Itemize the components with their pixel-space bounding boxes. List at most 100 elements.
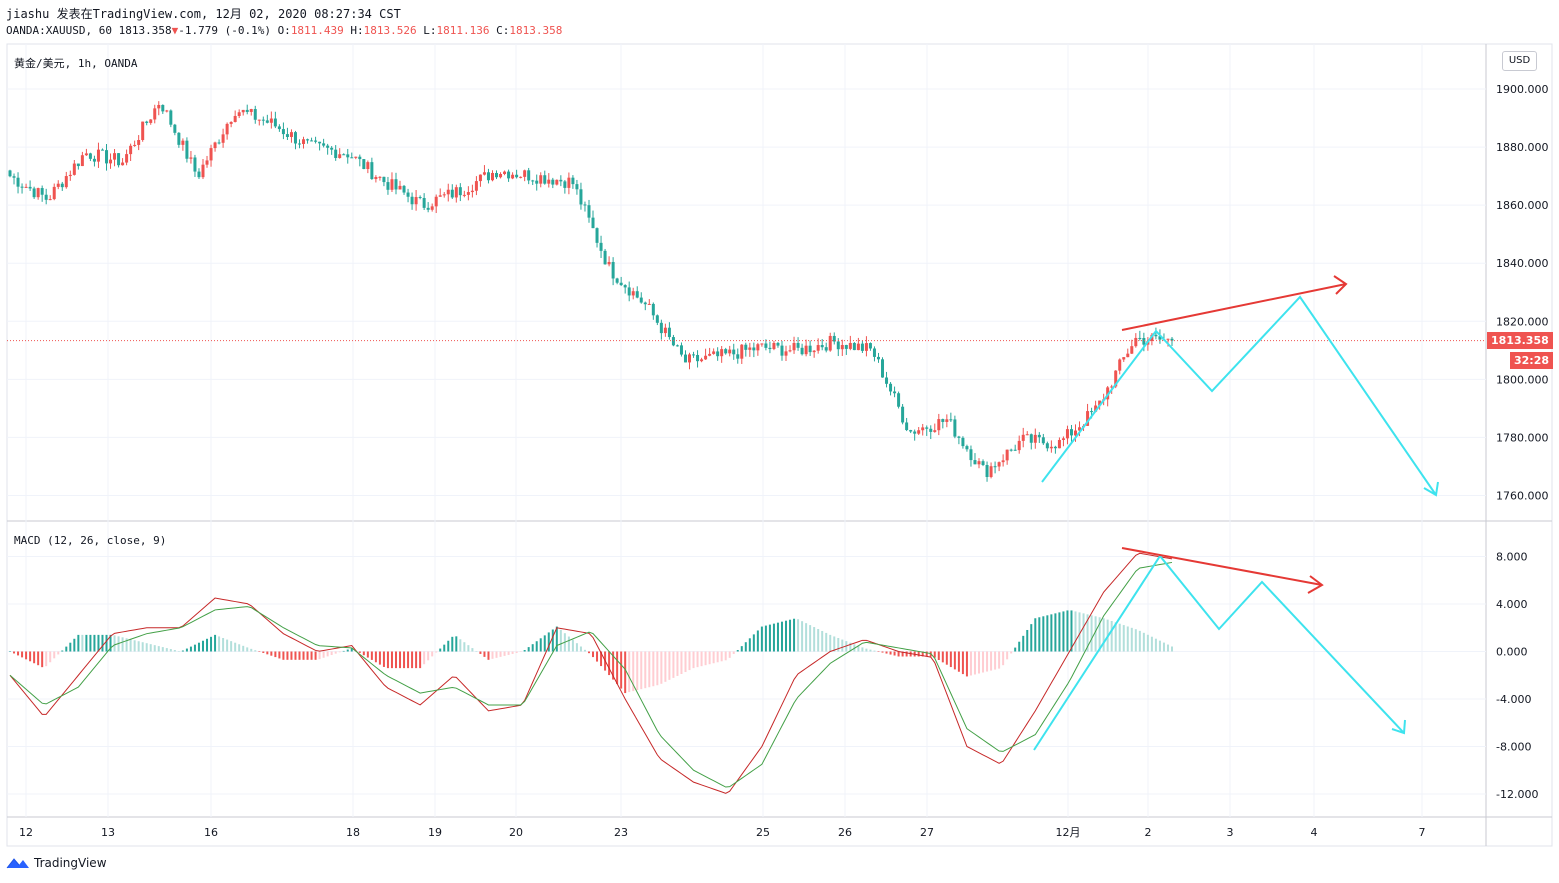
histogram-bar (644, 651, 647, 689)
candle-body (607, 261, 611, 265)
histogram-bar (676, 651, 679, 676)
candle-body (503, 171, 507, 175)
candle-body (293, 132, 297, 144)
macd-tick-label: 0.000 (1496, 646, 1528, 659)
histogram-bar (664, 651, 667, 682)
candle-body (1094, 405, 1098, 412)
histogram-bar (821, 630, 824, 652)
histogram-bar (403, 651, 406, 669)
histogram-bar (881, 651, 884, 653)
histogram-bar (9, 651, 11, 652)
candle-body (165, 110, 169, 112)
histogram-bar (411, 651, 414, 669)
histogram-bar (1058, 612, 1061, 652)
candle-body (306, 139, 310, 141)
candle-body (133, 144, 137, 146)
histogram-bar (857, 645, 860, 652)
candle-body (655, 315, 659, 323)
histogram-bar (519, 651, 522, 652)
candle-body (788, 350, 792, 352)
candle-body (117, 153, 121, 166)
histogram-bar (752, 634, 755, 652)
histogram-bar (1126, 626, 1129, 652)
candle-body (60, 183, 64, 188)
candle-body (44, 194, 48, 200)
candle-body (241, 109, 245, 113)
histogram-bar (1074, 611, 1077, 652)
candle-body (438, 195, 442, 197)
histogram-bar (982, 651, 985, 673)
histogram-bar (386, 651, 389, 669)
candle-body (450, 189, 454, 198)
candle-body (856, 343, 860, 351)
candle-body (824, 347, 828, 351)
candle-body (177, 132, 181, 145)
candle-body (1142, 337, 1146, 345)
macd-axis[interactable]: 8.000 4.000 0.000 -4.000 -8.000 -12.000 (1496, 551, 1538, 802)
candle-body (583, 204, 587, 206)
histogram-bar (797, 619, 800, 652)
time-axis[interactable]: 12 13 16 18 19 20 23 25 26 27 12月 2 3 4 7 (19, 826, 1426, 839)
histogram-bar (744, 642, 747, 652)
candle-body (462, 194, 466, 196)
candle-body (265, 120, 269, 123)
histogram-bar (640, 651, 643, 690)
histogram-bar (1162, 642, 1165, 652)
candle-body (547, 179, 551, 184)
histogram-bar (61, 650, 64, 652)
candle-body (917, 430, 921, 434)
candle-body (446, 189, 450, 195)
histogram-bar (511, 651, 514, 654)
histogram-bar (917, 651, 920, 657)
brand-footer[interactable]: TradingView (6, 856, 107, 870)
currency-button[interactable]: USD (1502, 51, 1537, 71)
candle-body (816, 345, 820, 351)
countdown-tag: 32:28 (1510, 352, 1554, 369)
candle-body (683, 354, 687, 363)
time-tick-label: 20 (509, 826, 523, 839)
histogram-bar (210, 636, 213, 652)
histogram-bar (153, 645, 156, 652)
candle-body (478, 174, 482, 182)
price-tick-label: 1900.000 (1496, 83, 1549, 96)
histogram-bar (499, 651, 502, 657)
candle-body (675, 345, 679, 347)
histogram-bar (1118, 623, 1121, 652)
candle-body (627, 287, 631, 296)
candle-body (724, 349, 728, 354)
candle-body (1005, 449, 1009, 461)
histogram-bar (873, 650, 876, 652)
candle-body (482, 172, 486, 175)
candle-body (161, 104, 165, 112)
drawing-annotations[interactable] (1033, 275, 1439, 751)
histogram-bar (973, 651, 976, 675)
candle-body (595, 228, 599, 243)
candle-body (728, 349, 732, 354)
candle-body (965, 446, 969, 450)
open-value: 1811.439 (290, 24, 344, 37)
histogram-bar (921, 651, 924, 657)
histogram-bar (330, 651, 333, 656)
candle-body (121, 162, 125, 166)
candle-body (370, 162, 374, 180)
histogram-bar (326, 651, 329, 657)
candle-body (390, 179, 394, 190)
candle-body (466, 192, 470, 195)
price-axis[interactable]: 1900.000 1880.000 1860.000 1840.000 1820.000… (1496, 83, 1549, 503)
histogram-bar (700, 651, 703, 667)
histogram-bar (495, 651, 498, 658)
histogram-bar (764, 625, 767, 652)
histogram-bar (805, 623, 808, 652)
candle-body (499, 174, 503, 178)
histogram-bar (579, 646, 582, 652)
candle-body (32, 188, 36, 198)
candle-body (221, 134, 225, 143)
candle-body (868, 343, 872, 349)
histogram-bar (342, 650, 345, 652)
candle-body (535, 180, 539, 184)
histogram-bar (145, 643, 148, 652)
histogram-bar (378, 651, 381, 665)
candle-body (442, 194, 446, 196)
histogram-bar (415, 651, 418, 669)
